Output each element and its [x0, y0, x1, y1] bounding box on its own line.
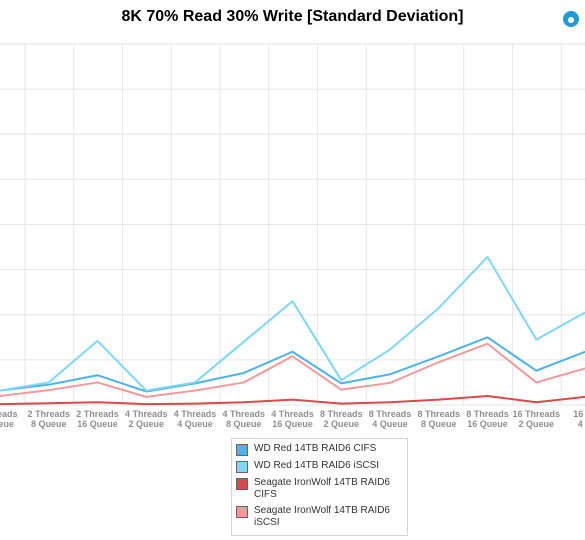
x-tick-label: 4 Threads 4 Queue — [174, 409, 217, 429]
x-tick-label: 2 Threads 8 Queue — [27, 409, 70, 429]
context-menu-button[interactable] — [560, 8, 582, 30]
legend-label: WD Red 14TB RAID6 iSCSI — [254, 460, 380, 471]
legend-item-seagate-cifs[interactable]: Seagate IronWolf 14TB RAID6 CIFS — [236, 477, 403, 501]
x-tick-label: 8 Threads 16 Queue — [466, 409, 509, 429]
x-tick-label: 4 Threads 8 Queue — [222, 409, 265, 429]
legend-label: Seagate IronWolf 14TB RAID6 CIFS — [254, 477, 390, 500]
series-line-3[interactable] — [0, 342, 585, 398]
series-line-1[interactable] — [0, 255, 585, 392]
x-tick-label: 16 Th4 Q — [573, 409, 585, 429]
legend-swatch — [236, 461, 248, 473]
legend-item-wd-red-iscsi[interactable]: WD Red 14TB RAID6 iSCSI — [236, 460, 403, 473]
legend-label: WD Red 14TB RAID6 CIFS — [254, 443, 377, 454]
context-menu-icon-center — [568, 17, 574, 23]
x-tick-label: 8 Threads 2 Queue — [320, 409, 363, 429]
legend-swatch — [236, 506, 248, 518]
x-tick-label: 4 Threads 16 Queue — [271, 409, 314, 429]
legend: WD Red 14TB RAID6 CIFS WD Red 14TB RAID6… — [231, 438, 408, 536]
x-tick-label: ThreadsQueue — [0, 409, 18, 429]
legend-item-wd-red-cifs[interactable]: WD Red 14TB RAID6 CIFS — [236, 443, 403, 456]
series-line-0[interactable] — [0, 336, 585, 393]
chart-title: 8K 70% Read 30% Write [Standard Deviatio… — [121, 8, 464, 25]
x-tick-label: 2 Threads 16 Queue — [76, 409, 119, 429]
legend-swatch — [236, 444, 248, 456]
legend-item-seagate-iscsi[interactable]: Seagate IronWolf 14TB RAID6 iSCSI — [236, 505, 403, 529]
x-tick-label: 4 Threads 2 Queue — [125, 409, 168, 429]
gridlines — [0, 43, 585, 406]
series-line-2[interactable] — [0, 394, 585, 406]
x-tick-label: 16 Threads 2 Queue — [512, 409, 560, 429]
series-layer — [0, 255, 585, 406]
x-tick-label: 8 Threads 4 Queue — [369, 409, 412, 429]
legend-swatch — [236, 478, 248, 490]
x-tick-label: 8 Threads 8 Queue — [417, 409, 460, 429]
legend-label: Seagate IronWolf 14TB RAID6 iSCSI — [254, 505, 390, 528]
